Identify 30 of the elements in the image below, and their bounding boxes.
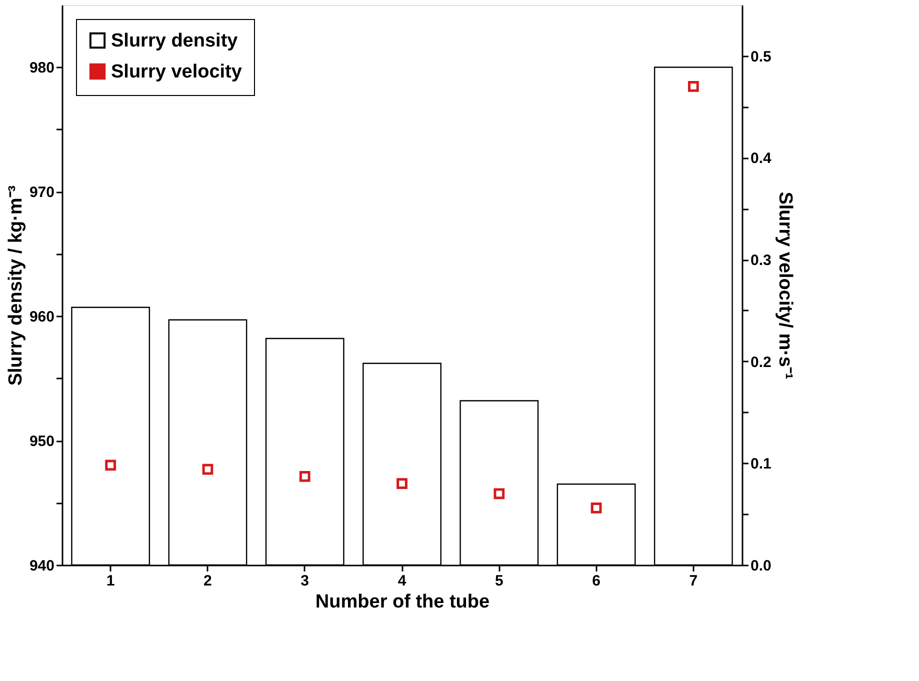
legend-label: Slurry velocity — [111, 62, 242, 82]
y-tick-label: 970 — [29, 184, 54, 202]
legend-label: Slurry density — [111, 30, 238, 52]
point — [590, 502, 602, 514]
y2-tick-label: 0.5 — [750, 48, 772, 66]
y-tick-label: 960 — [29, 308, 54, 326]
x-tick-label: 2 — [204, 572, 212, 590]
point — [396, 478, 408, 489]
point — [494, 488, 505, 500]
y-tick-label: 980 — [29, 60, 54, 77]
point — [688, 81, 699, 92]
point — [202, 464, 214, 475]
y-axis-title: Slurry density / kg·m⁻³ — [5, 185, 26, 386]
y2-tick-label: 0.1 — [750, 456, 772, 473]
x-tick-label: 1 — [106, 572, 115, 590]
y2-axis-title: Slurry velocity/ m·s⁻¹ — [774, 192, 796, 380]
point — [105, 460, 116, 471]
y2-tick-label: 0.0 — [750, 558, 772, 574]
x-tick-label: 6 — [592, 572, 600, 590]
x-tick-label: 7 — [689, 572, 698, 590]
point — [299, 470, 310, 482]
x-tick-label: 4 — [398, 572, 407, 590]
x-tick-label: 3 — [300, 572, 310, 590]
y-tick-label: 940 — [29, 558, 54, 574]
x-tick-label: 5 — [494, 572, 504, 590]
x-axis-title: Number of the tube — [315, 592, 490, 612]
y2-tick-label: 0.2 — [750, 354, 772, 371]
y-tick-label: 950 — [29, 433, 54, 450]
y2-tick-label: 0.3 — [750, 252, 772, 270]
y2-tick-label: 0.4 — [750, 150, 772, 168]
